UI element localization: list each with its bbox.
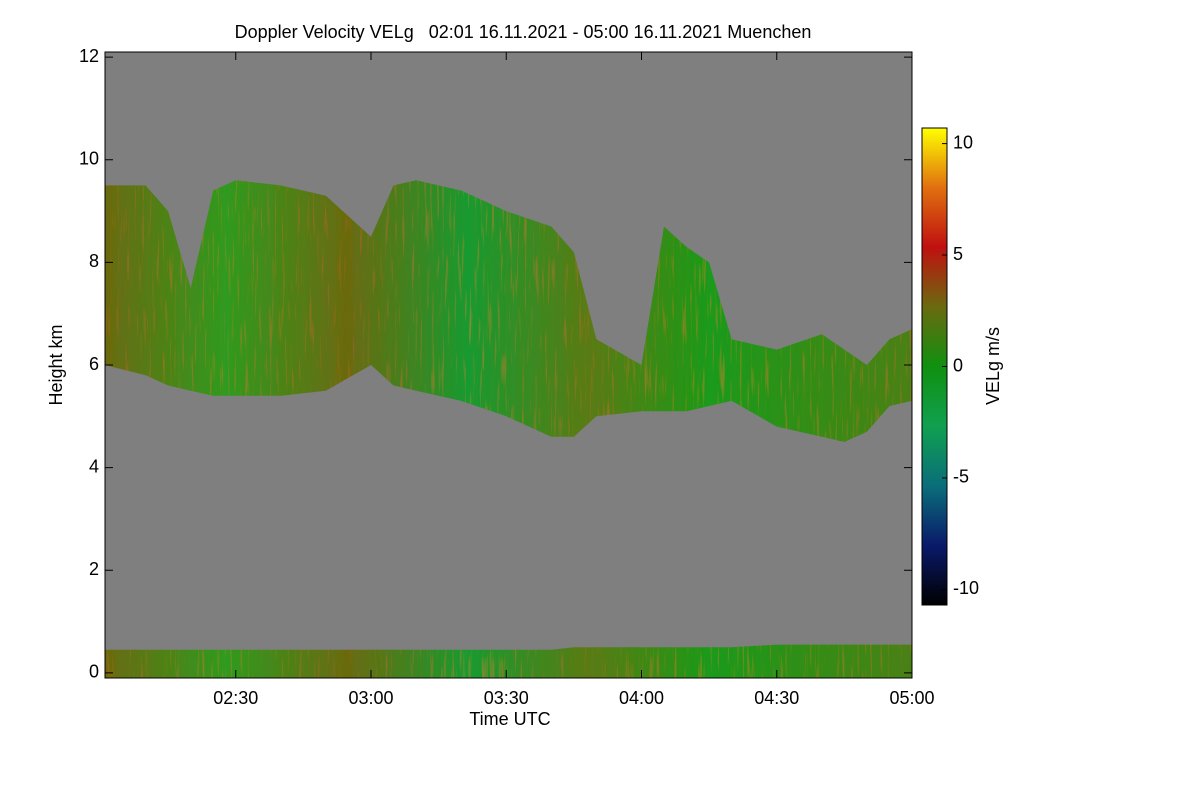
chart-title: Doppler Velocity VELg 02:01 16.11.2021 -… (235, 22, 812, 42)
x-tick-label: 04:30 (754, 688, 799, 708)
cloud-layer (105, 180, 912, 443)
x-tick-label: 03:00 (348, 688, 393, 708)
colorbar-tick-label: 0 (953, 355, 963, 375)
y-axis-label: Height km (46, 324, 66, 405)
boundary-layer (105, 644, 912, 678)
y-tick-label: 10 (79, 149, 99, 169)
colorbar-tick-label: -5 (953, 467, 969, 487)
colorbar-label: VELg m/s (983, 327, 1003, 405)
y-tick-label: 6 (89, 354, 99, 374)
x-axis-label: Time UTC (469, 709, 550, 729)
y-tick-label: 2 (89, 559, 99, 579)
x-tick-label: 03:30 (484, 688, 529, 708)
y-tick-label: 4 (89, 456, 99, 476)
y-tick-label: 0 (89, 662, 99, 682)
x-tick-label: 05:00 (889, 688, 934, 708)
x-tick-label: 02:30 (213, 688, 258, 708)
colorbar-tick-label: -10 (953, 578, 979, 598)
colorbar-tick-label: 5 (953, 244, 963, 264)
y-tick-label: 12 (79, 46, 99, 66)
y-tick-label: 8 (89, 251, 99, 271)
x-tick-label: 04:00 (619, 688, 664, 708)
colorbar-tick-label: 10 (953, 132, 973, 152)
